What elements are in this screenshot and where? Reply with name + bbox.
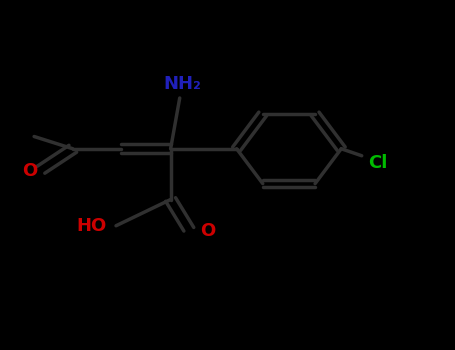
Text: HO: HO <box>77 217 107 235</box>
Text: O: O <box>200 222 216 240</box>
Text: Cl: Cl <box>369 154 388 172</box>
Text: NH₂: NH₂ <box>163 75 201 93</box>
Text: O: O <box>22 162 37 181</box>
